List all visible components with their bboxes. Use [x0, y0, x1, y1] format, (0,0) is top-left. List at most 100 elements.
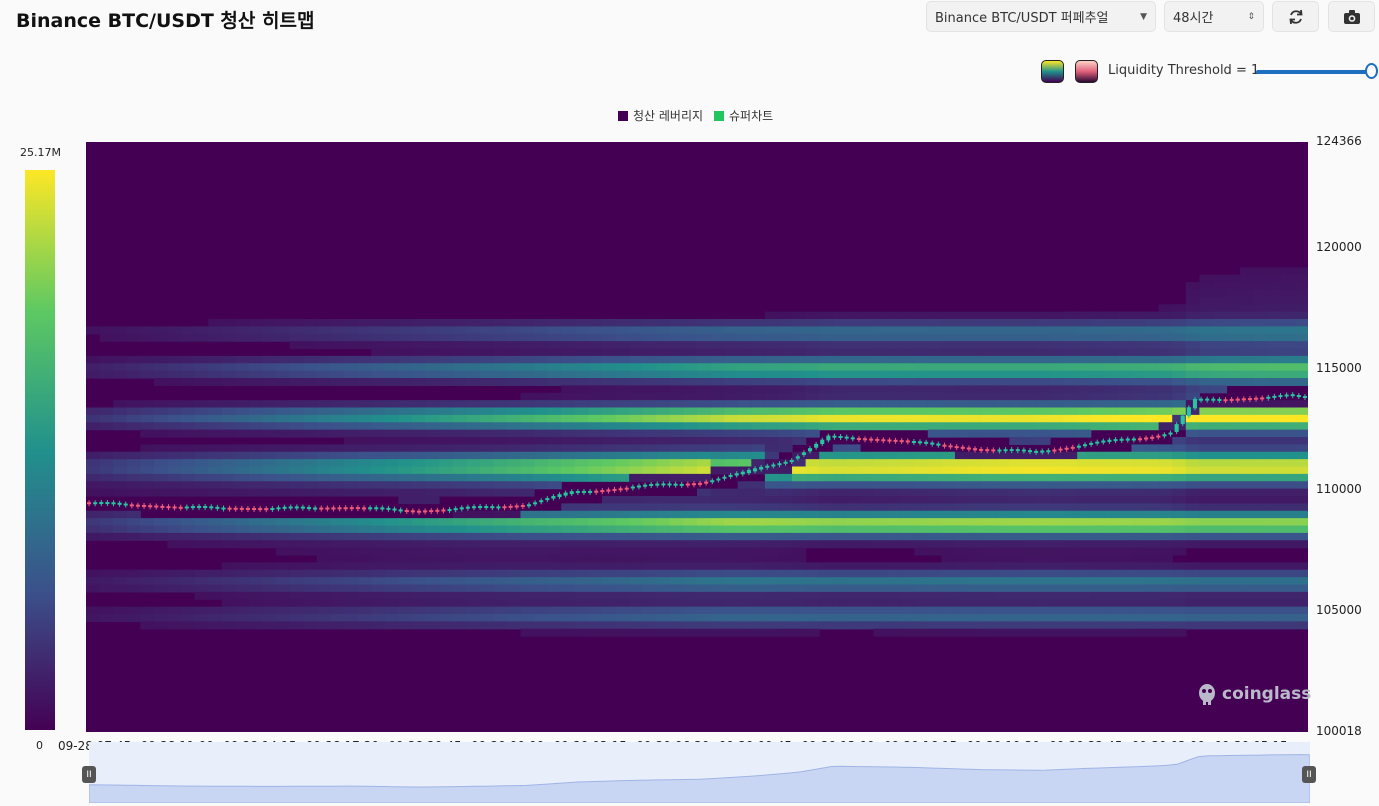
heatmap-cell — [1240, 370, 1255, 379]
heatmap-cell — [411, 341, 427, 350]
heatmap-cell — [724, 414, 739, 423]
legend-item-supertrend[interactable]: 슈퍼차트 — [714, 107, 773, 124]
legend-item-leverage[interactable]: 청산 레버리지 — [618, 107, 703, 124]
heatmap-cell — [1090, 532, 1105, 541]
heatmap-cell — [181, 488, 196, 497]
heatmap-cell — [1131, 584, 1146, 593]
heatmap-cell — [452, 481, 467, 490]
heatmap-cell — [276, 355, 291, 364]
heatmap-cell — [751, 459, 766, 468]
heatmap-cell — [398, 569, 413, 578]
heatmap-cell — [1253, 496, 1268, 504]
heatmap-cell — [276, 518, 291, 527]
heatmap-cell — [927, 532, 942, 541]
heatmap-cell — [520, 532, 535, 541]
pair-select[interactable]: Binance BTC/USDT 퍼페추얼 ▼ — [926, 1, 1156, 32]
heatmap-plot[interactable] — [86, 142, 1308, 732]
heatmap-cell — [86, 510, 101, 519]
heatmap-cell — [710, 333, 725, 342]
heatmap-cell — [208, 370, 223, 379]
heatmap-cell — [153, 532, 169, 541]
heatmap-cell — [1090, 459, 1105, 468]
heatmap-cell — [1199, 429, 1214, 438]
heatmap-cell — [805, 378, 820, 386]
heatmap-cell — [343, 363, 359, 372]
heatmap-cell — [194, 400, 209, 409]
heatmap-cell — [411, 518, 427, 527]
heatmap-cell — [1022, 540, 1038, 549]
heatmap-cell — [751, 510, 766, 519]
heatmap-cell — [601, 363, 617, 372]
heatmap-cell — [547, 510, 562, 519]
heatmap-cell — [235, 481, 250, 490]
heatmap-cell — [724, 547, 739, 556]
heatmap-cell — [1226, 584, 1241, 593]
refresh-button[interactable] — [1272, 1, 1319, 32]
heatmap-cell — [357, 451, 372, 460]
heatmap-cell — [683, 496, 698, 504]
heatmap-cell — [235, 333, 250, 342]
candle — [801, 452, 806, 455]
heatmap-cell — [371, 562, 386, 571]
candle — [398, 509, 403, 512]
heatmap-cell — [778, 503, 793, 512]
range-select[interactable]: 48시간 ⇕ — [1164, 1, 1264, 32]
heatmap-cell — [561, 547, 576, 556]
magma-colorscale-button[interactable] — [1075, 60, 1098, 83]
heatmap-cell — [113, 532, 128, 541]
navigator-left-handle[interactable]: II — [82, 766, 96, 783]
heatmap-cell — [303, 525, 318, 534]
heatmap-cell — [995, 311, 1010, 320]
heatmap-cell — [1117, 473, 1133, 482]
heatmap-cell — [316, 584, 331, 593]
heatmap-cell — [846, 577, 861, 586]
heatmap-cell — [140, 407, 155, 416]
heatmap-cell — [1172, 304, 1187, 313]
candle — [93, 502, 98, 505]
candle — [795, 456, 800, 459]
threshold-slider-track[interactable] — [1256, 70, 1372, 74]
heatmap-cell — [561, 348, 576, 357]
heatmap-cell — [1280, 304, 1296, 313]
heatmap-cell — [384, 488, 399, 497]
heatmap-cell — [398, 473, 413, 482]
range-navigator[interactable] — [89, 742, 1310, 803]
heatmap-cell — [1145, 319, 1160, 327]
viridis-colorscale-button[interactable] — [1041, 60, 1064, 83]
heatmap-cell — [629, 451, 644, 460]
heatmap-cell — [574, 628, 589, 637]
heatmap-cell — [303, 481, 318, 490]
heatmap-cell — [832, 577, 847, 586]
heatmap-cell — [574, 429, 589, 438]
threshold-slider-thumb[interactable] — [1365, 63, 1378, 79]
heatmap-cell — [1158, 577, 1173, 586]
heatmap-cell — [452, 488, 467, 497]
candle — [87, 502, 92, 505]
heatmap-cell — [1172, 466, 1187, 475]
heatmap-cell — [1294, 333, 1308, 342]
heatmap-cell — [642, 348, 657, 357]
heatmap-cell — [561, 319, 576, 327]
heatmap-cell — [1226, 429, 1241, 438]
heatmap-cell — [995, 459, 1010, 468]
heatmap-cell — [669, 599, 685, 608]
heatmap-cell — [262, 606, 277, 615]
heatmap-cell — [792, 319, 807, 327]
heatmap-cell — [371, 466, 386, 475]
heatmap-cell — [561, 584, 576, 593]
heatmap-cell — [1240, 532, 1255, 541]
heatmap-cell — [1240, 333, 1255, 342]
heatmap-cell — [357, 555, 372, 563]
heatmap-cell — [506, 378, 522, 386]
heatmap-cell — [452, 525, 467, 534]
heatmap-cell — [1050, 621, 1065, 630]
screenshot-button[interactable] — [1328, 1, 1375, 32]
heatmap-cell — [710, 555, 725, 563]
heatmap-cell — [221, 577, 236, 586]
heatmap-cell — [1063, 481, 1078, 490]
heatmap-cell — [303, 569, 318, 578]
heatmap-cell — [751, 422, 766, 431]
heatmap-cell — [1145, 400, 1160, 409]
heatmap-cell — [764, 407, 780, 416]
navigator-right-handle[interactable]: II — [1302, 766, 1316, 783]
